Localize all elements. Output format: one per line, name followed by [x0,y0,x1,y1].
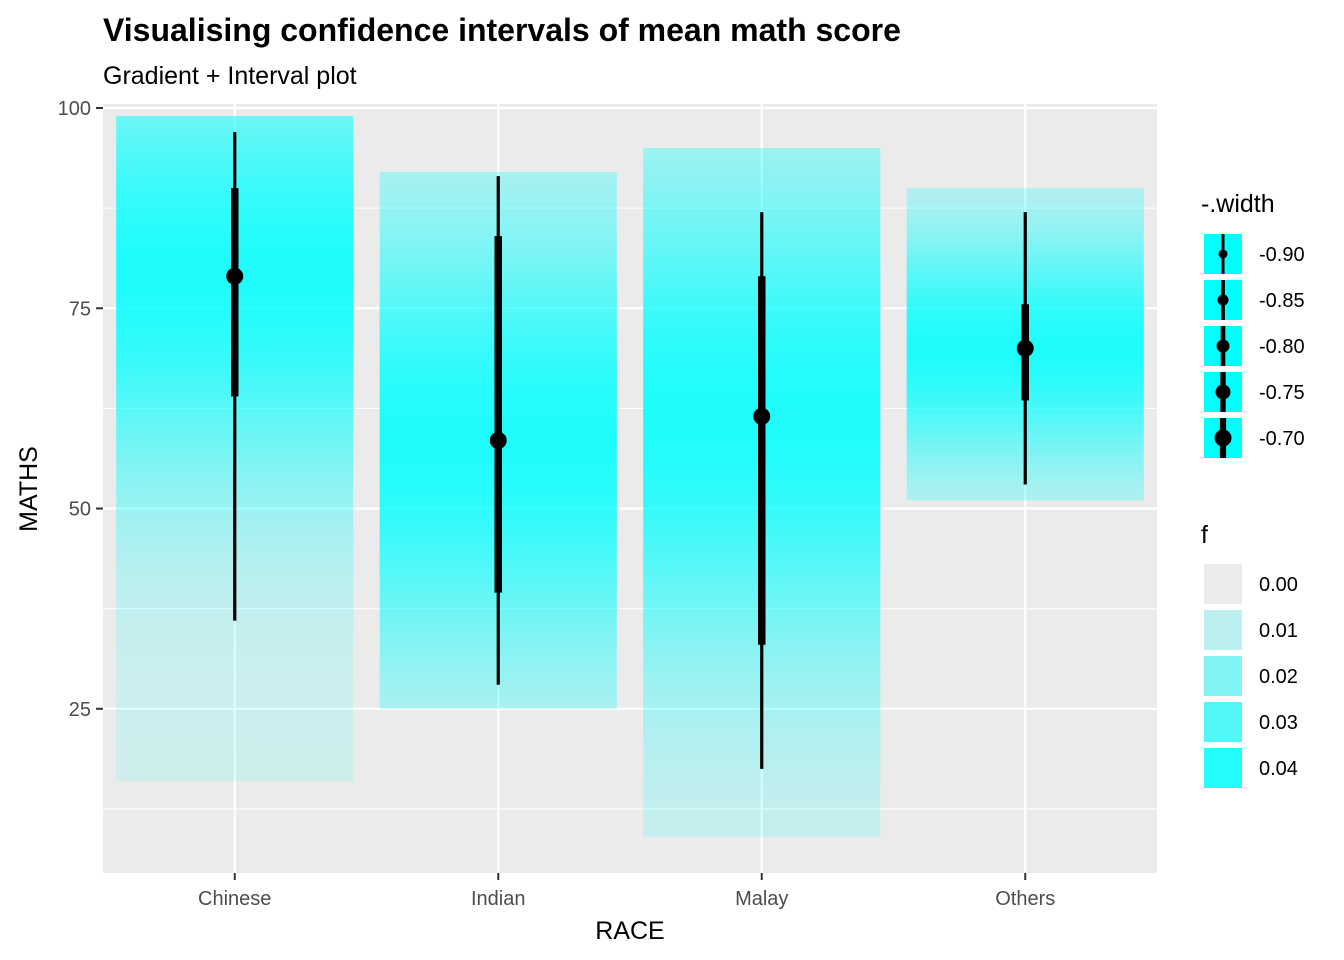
legend-width-label: -0.70 [1259,428,1305,450]
legend-width-point [1214,429,1232,447]
legend-width-point [1215,384,1231,400]
legend-f-swatch [1204,748,1242,788]
y-tick-label: 25 [69,699,91,721]
point-estimate-indian [489,431,507,449]
point-estimate-others [1016,339,1034,357]
x-axis: Chinese Indian Malay Others [198,873,1055,910]
legend-f-label: 0.02 [1259,666,1298,688]
legend-f-swatch [1204,656,1242,696]
legend-width-label: -0.90 [1259,244,1305,266]
legend-width-title: -.width [1201,190,1275,218]
legend-f-label: 0.00 [1259,574,1298,596]
y-tick-label: 50 [69,499,91,521]
legend-width: -0.90 -0.85 -0.80 -0.75 -0.70 [1201,231,1305,461]
legend-f-key [1201,561,1245,607]
legend-f-key [1201,653,1245,699]
legend-width-key [1201,415,1245,461]
x-tick-label: Others [995,888,1055,910]
legend-f-key-panel [1204,656,1242,696]
legend-f-swatch [1204,702,1242,742]
legend-width-label: -0.80 [1259,336,1305,358]
x-tick-label: Malay [735,888,788,910]
legend-f-title: f [1201,521,1208,549]
legend-f-key-panel [1204,610,1242,650]
chart-subtitle: Gradient + Interval plot [103,62,357,90]
legend-width-point [1217,294,1229,306]
chart-title: Visualising confidence intervals of mean… [103,12,901,48]
point-estimate-chinese [226,267,244,285]
legend-width-point [1216,339,1230,353]
legend-width-key [1201,369,1245,415]
legend-f-label: 0.03 [1259,712,1298,734]
legend-f-key [1201,745,1245,791]
legend-f-swatch [1204,610,1242,650]
legend-f: 0.00 0.01 0.02 0.03 0.04 [1201,561,1298,791]
legend-f-swatch [1204,564,1242,604]
x-axis-title: RACE [595,917,664,945]
legend-f-label: 0.04 [1259,758,1298,780]
legend-f-key-panel [1204,564,1242,604]
x-tick-label: Indian [471,888,526,910]
legend-width-key [1201,323,1245,369]
x-tick-label: Chinese [198,888,271,910]
interval-marks [226,132,1034,769]
legend-width-point [1218,249,1228,259]
y-tick-label: 100 [58,98,91,120]
legend-f-key [1201,607,1245,653]
point-estimate-malay [753,407,771,425]
legend-f-key [1201,699,1245,745]
legend-width-label: -0.75 [1259,382,1305,404]
legend-width-label: -0.85 [1259,290,1305,312]
y-tick-label: 75 [69,298,91,320]
legend-f-label: 0.01 [1259,620,1298,642]
y-axis: 25 50 75 100 [58,98,103,721]
y-axis-title: MATHS [15,446,43,532]
legend-width-key [1201,277,1245,323]
legend-width-key [1201,231,1245,277]
